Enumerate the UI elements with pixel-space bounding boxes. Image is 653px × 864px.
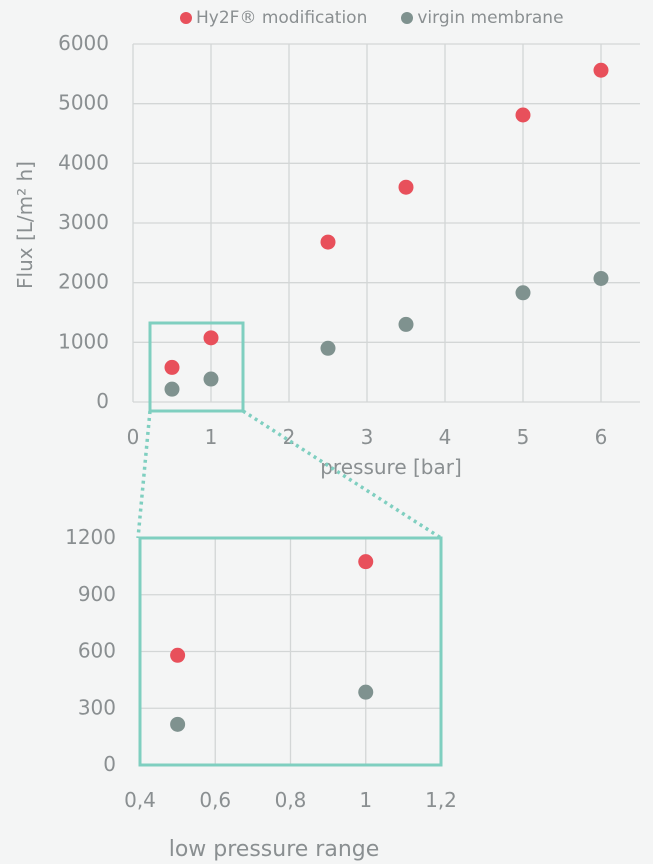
x-tick-label: 0,4 [124, 788, 156, 812]
y-axis-title: Flux [L/m² h] [13, 161, 37, 289]
hy2f-point [515, 107, 531, 123]
x-tick-label: 0 [127, 425, 140, 449]
hy2f-point [358, 554, 374, 570]
virgin-point [170, 716, 186, 732]
hy2f-point [164, 359, 180, 375]
zoom-connector-left [136, 410, 152, 539]
legend-item-virgin: virgin membrane [401, 8, 564, 28]
hy2f-point [398, 179, 414, 195]
zoom-connector-right [242, 409, 442, 540]
y-tick-label: 1200 [65, 525, 116, 549]
y-tick-label: 900 [78, 582, 116, 606]
virgin-point [398, 316, 414, 332]
y-tick-label: 600 [78, 639, 116, 663]
x-tick-label: 1,2 [425, 788, 457, 812]
y-tick-label: 300 [78, 695, 116, 719]
legend: Hy2F® modification virgin membrane [180, 6, 564, 30]
virgin-point [515, 285, 531, 301]
legend-marker-hy2f [180, 12, 192, 24]
virgin-point [164, 381, 180, 397]
hy2f-point [170, 647, 186, 663]
y-tick-label: 2000 [58, 270, 109, 294]
inset-frame [138, 536, 443, 767]
x-tick-label: 0,8 [275, 788, 307, 812]
virgin-point [358, 684, 374, 700]
x-tick-label: 6 [595, 425, 608, 449]
zoom-overlay [136, 321, 443, 767]
hy2f-point [593, 62, 609, 78]
legend-item-hy2f: Hy2F® modification [180, 8, 367, 28]
x-tick-label: 3 [361, 425, 374, 449]
x-tick-label: 5 [517, 425, 530, 449]
x-tick-label: 0,6 [199, 788, 231, 812]
virgin-point [203, 371, 219, 387]
x-axis-title: low pressure range [169, 837, 380, 862]
y-tick-label: 0 [96, 389, 109, 413]
x-tick-label: 1 [359, 788, 372, 812]
legend-marker-virgin [401, 12, 414, 24]
zoom-region-box [148, 321, 245, 413]
legend-label-virgin: virgin membrane [417, 8, 564, 28]
y-tick-label: 5000 [58, 91, 109, 115]
hy2f-point [320, 234, 336, 250]
virgin-point [593, 270, 609, 286]
x-axis-title: pressure [bar] [320, 455, 462, 479]
y-tick-label: 0 [103, 752, 116, 776]
inset-chart: 0 300 600 900 1200 0,4 0,6 0,8 1 1,2 low pressure … [65, 525, 457, 862]
y-tick-label: 4000 [58, 150, 109, 174]
virgin-point [320, 340, 336, 356]
y-tick-label: 6000 [58, 31, 109, 55]
y-tick-label: 3000 [58, 210, 109, 234]
hy2f-point [203, 330, 219, 346]
legend-label-hy2f: Hy2F® modification [196, 8, 368, 28]
x-tick-label: 4 [439, 425, 452, 449]
x-tick-label: 1 [205, 425, 218, 449]
y-tick-label: 1000 [58, 329, 109, 353]
